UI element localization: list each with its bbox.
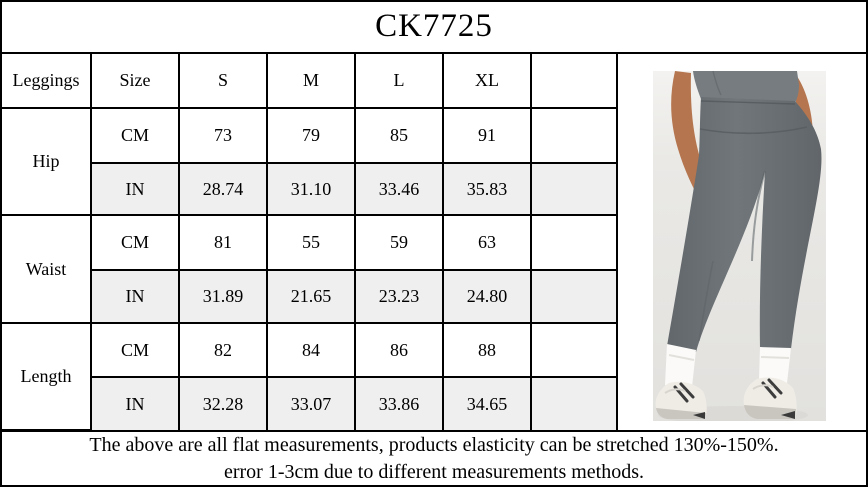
unit-cell: CM (90, 107, 180, 164)
title-band: CK7725 (2, 2, 866, 54)
unit-cell: IN (91, 269, 180, 324)
empty-cell (530, 269, 618, 324)
value-cell: 55 (266, 214, 356, 271)
size-cell-xl: XL (442, 54, 532, 109)
product-photo (653, 71, 826, 421)
empty-cell (530, 376, 618, 430)
content-band: Leggings Size S M L XL Hip CM 73 79 85 9… (2, 54, 866, 431)
value-cell: 21.65 (266, 269, 356, 324)
value-cell: 28.74 (178, 162, 268, 216)
footer-band: The above are all flat measurements, pro… (2, 430, 866, 485)
unit-cell: IN (91, 162, 180, 216)
unit-cell: CM (90, 322, 180, 378)
photo-area (618, 54, 866, 430)
empty-cell (530, 54, 618, 109)
value-cell: 33.46 (354, 162, 444, 216)
hip-cm-row: Hip CM 73 79 85 91 (2, 107, 618, 216)
value-cell: 84 (266, 322, 356, 378)
model-leggings-illustration (653, 71, 826, 421)
size-label-cell: Size (90, 54, 180, 109)
value-cell: 35.83 (442, 162, 532, 216)
empty-cell (530, 107, 618, 164)
hip-in-row: IN 28.74 31.10 33.46 35.83 (2, 162, 618, 216)
value-cell: 82 (178, 322, 268, 378)
value-cell: 31.10 (266, 162, 356, 216)
size-cell-l: L (354, 54, 444, 109)
value-cell: 32.28 (178, 376, 268, 430)
size-table: Leggings Size S M L XL Hip CM 73 79 85 9… (2, 54, 618, 431)
value-cell: 33.07 (266, 376, 356, 430)
product-code-title: CK7725 (375, 7, 493, 44)
value-cell: 24.80 (442, 269, 532, 324)
value-cell: 34.65 (442, 376, 532, 430)
value-cell: 81 (178, 214, 268, 271)
waist-in-row: IN 31.89 21.65 23.23 24.80 (2, 269, 618, 324)
value-cell: 88 (442, 322, 532, 378)
product-label-cell: Leggings (2, 54, 92, 109)
value-cell: 91 (442, 107, 532, 164)
length-in-row: IN 32.28 33.07 33.86 34.65 (2, 376, 618, 430)
empty-cell (530, 214, 618, 271)
unit-cell: IN (91, 376, 180, 430)
section-label-waist: Waist (2, 214, 92, 324)
table-header-row: Leggings Size S M L XL (2, 54, 618, 109)
value-cell: 23.23 (354, 269, 444, 324)
section-label-length: Length (2, 322, 92, 431)
empty-cell (530, 162, 618, 216)
value-cell: 86 (354, 322, 444, 378)
value-cell: 79 (266, 107, 356, 164)
waist-cm-row: Waist CM 81 55 59 63 (2, 214, 618, 324)
length-cm-row: Length CM 82 84 86 88 (2, 322, 618, 431)
size-cell-s: S (178, 54, 268, 109)
value-cell: 85 (354, 107, 444, 164)
measurement-note-line2: error 1-3cm due to different measurement… (223, 461, 645, 483)
value-cell: 73 (178, 107, 268, 164)
section-label-hip: Hip (2, 107, 92, 216)
unit-cell: CM (90, 214, 180, 271)
value-cell: 33.86 (354, 376, 444, 430)
size-cell-m: M (266, 54, 356, 109)
value-cell: 31.89 (178, 269, 268, 324)
value-cell: 63 (442, 214, 532, 271)
empty-cell (530, 322, 618, 378)
measurement-note-line1: The above are all flat measurements, pro… (89, 434, 779, 456)
value-cell: 59 (354, 214, 444, 271)
